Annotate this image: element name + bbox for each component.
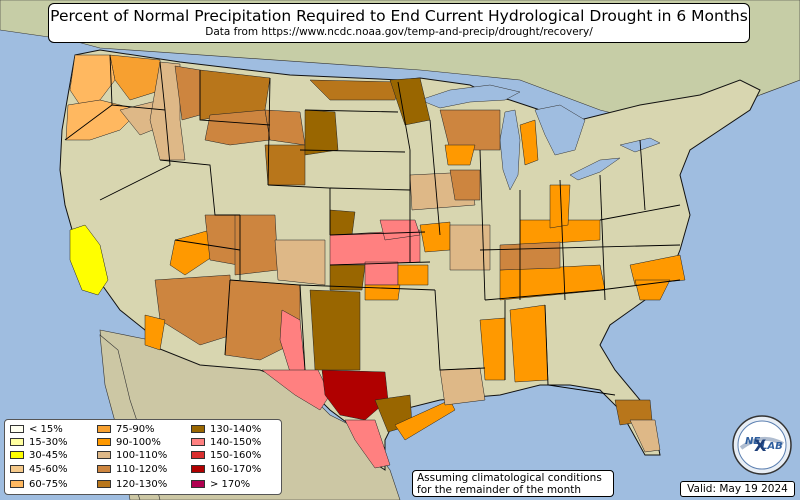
region-wyoming <box>264 109 306 146</box>
region-indiana <box>549 184 571 229</box>
region-nd-east <box>309 79 401 101</box>
lake-superior <box>419 84 521 109</box>
legend-item: 120-130% <box>97 479 167 490</box>
legend-swatch <box>10 425 24 433</box>
legend-item: 100-110% <box>97 450 167 461</box>
lake-erie <box>569 157 621 181</box>
region-louisiana <box>439 367 486 406</box>
legend-swatch <box>191 425 205 433</box>
map-subtitle: Data from https://www.ncdc.noaa.gov/temp… <box>205 26 593 38</box>
legend-swatch <box>191 438 205 446</box>
state-borders <box>64 54 681 396</box>
region-missouri-s <box>449 224 491 271</box>
legend-item: 140-150% <box>191 437 261 448</box>
legend-swatch <box>97 425 111 433</box>
legend-item: 90-100% <box>97 437 161 448</box>
region-michigan-w <box>519 119 539 166</box>
logo-swoosh <box>739 436 784 450</box>
region-montana-e <box>204 109 271 146</box>
region-wisconsin <box>439 109 501 151</box>
region-wyoming-s <box>264 144 306 186</box>
legend-item: 130-140% <box>191 424 261 435</box>
logo-text-ne: NE <box>745 436 760 447</box>
region-colorado-e <box>274 239 326 286</box>
region-north-carolina <box>629 254 686 286</box>
legend-swatch <box>191 465 205 473</box>
region-tennessee-n <box>499 241 561 271</box>
legend-swatch <box>191 480 205 488</box>
legend-item: 75-90% <box>97 424 155 435</box>
lake-huron <box>534 104 586 156</box>
region-colorado <box>234 214 279 276</box>
legend-swatch <box>10 480 24 488</box>
region-wisconsin-s <box>444 144 476 166</box>
region-texas-south <box>344 419 391 469</box>
legend-swatch <box>10 438 24 446</box>
region-texas-coast <box>394 399 456 441</box>
legend-swatch <box>191 451 205 459</box>
legend-item: 110-120% <box>97 464 167 475</box>
region-missouri <box>419 221 451 253</box>
nexlab-logo: NE LAB X <box>732 415 792 475</box>
legend-swatch <box>10 451 24 459</box>
legend-item: < 15% <box>10 424 63 435</box>
region-california-central <box>69 224 109 296</box>
region-washington-east <box>109 54 163 101</box>
legend-swatch <box>97 438 111 446</box>
legend-item: 15-30% <box>10 437 68 448</box>
climatology-note: Assuming climatological conditions for t… <box>412 470 614 497</box>
region-south-carolina <box>634 279 671 301</box>
legend-swatch <box>97 465 111 473</box>
legend-item: 30-45% <box>10 450 68 461</box>
region-idaho <box>149 61 186 161</box>
drought-regions <box>65 54 686 469</box>
legend-swatch <box>97 451 111 459</box>
legend-item: 45-60% <box>10 464 68 475</box>
legend-swatch <box>10 465 24 473</box>
logo-inner <box>737 420 787 470</box>
title-box: Percent of Normal Precipitation Required… <box>48 3 750 43</box>
valid-date: Valid: May 19 2024 <box>680 481 795 497</box>
legend-item: 160-170% <box>191 464 261 475</box>
region-arizona-s <box>144 314 166 351</box>
legend-item: > 170% <box>191 479 250 490</box>
region-arizona <box>154 274 233 346</box>
region-texas-west <box>261 369 331 411</box>
map-title: Percent of Normal Precipitation Required… <box>50 7 748 25</box>
note-line-2: for the remainder of the month <box>417 484 582 496</box>
legend-item: 150-160% <box>191 450 261 461</box>
region-illinois <box>449 169 481 201</box>
region-oklahoma <box>364 261 399 286</box>
legend: < 15% 15-30% 30-45% 45-60% 60-75% 75-90%… <box>4 419 282 495</box>
region-nebraska-w <box>329 209 356 236</box>
lake-michigan <box>499 109 521 191</box>
region-north-dakota <box>304 109 339 156</box>
legend-item: 60-75% <box>10 479 68 490</box>
legend-swatch <box>97 480 111 488</box>
region-florida-s <box>629 419 661 453</box>
logo-x-mark: X <box>754 436 767 455</box>
region-oklahoma-w <box>329 264 366 291</box>
logo-text-lab: LAB <box>761 441 783 452</box>
region-alabama <box>509 304 549 383</box>
region-oklahoma-e <box>397 264 429 286</box>
note-line-1: Assuming climatological conditions <box>417 472 602 484</box>
region-new-mexico-e <box>309 289 361 371</box>
